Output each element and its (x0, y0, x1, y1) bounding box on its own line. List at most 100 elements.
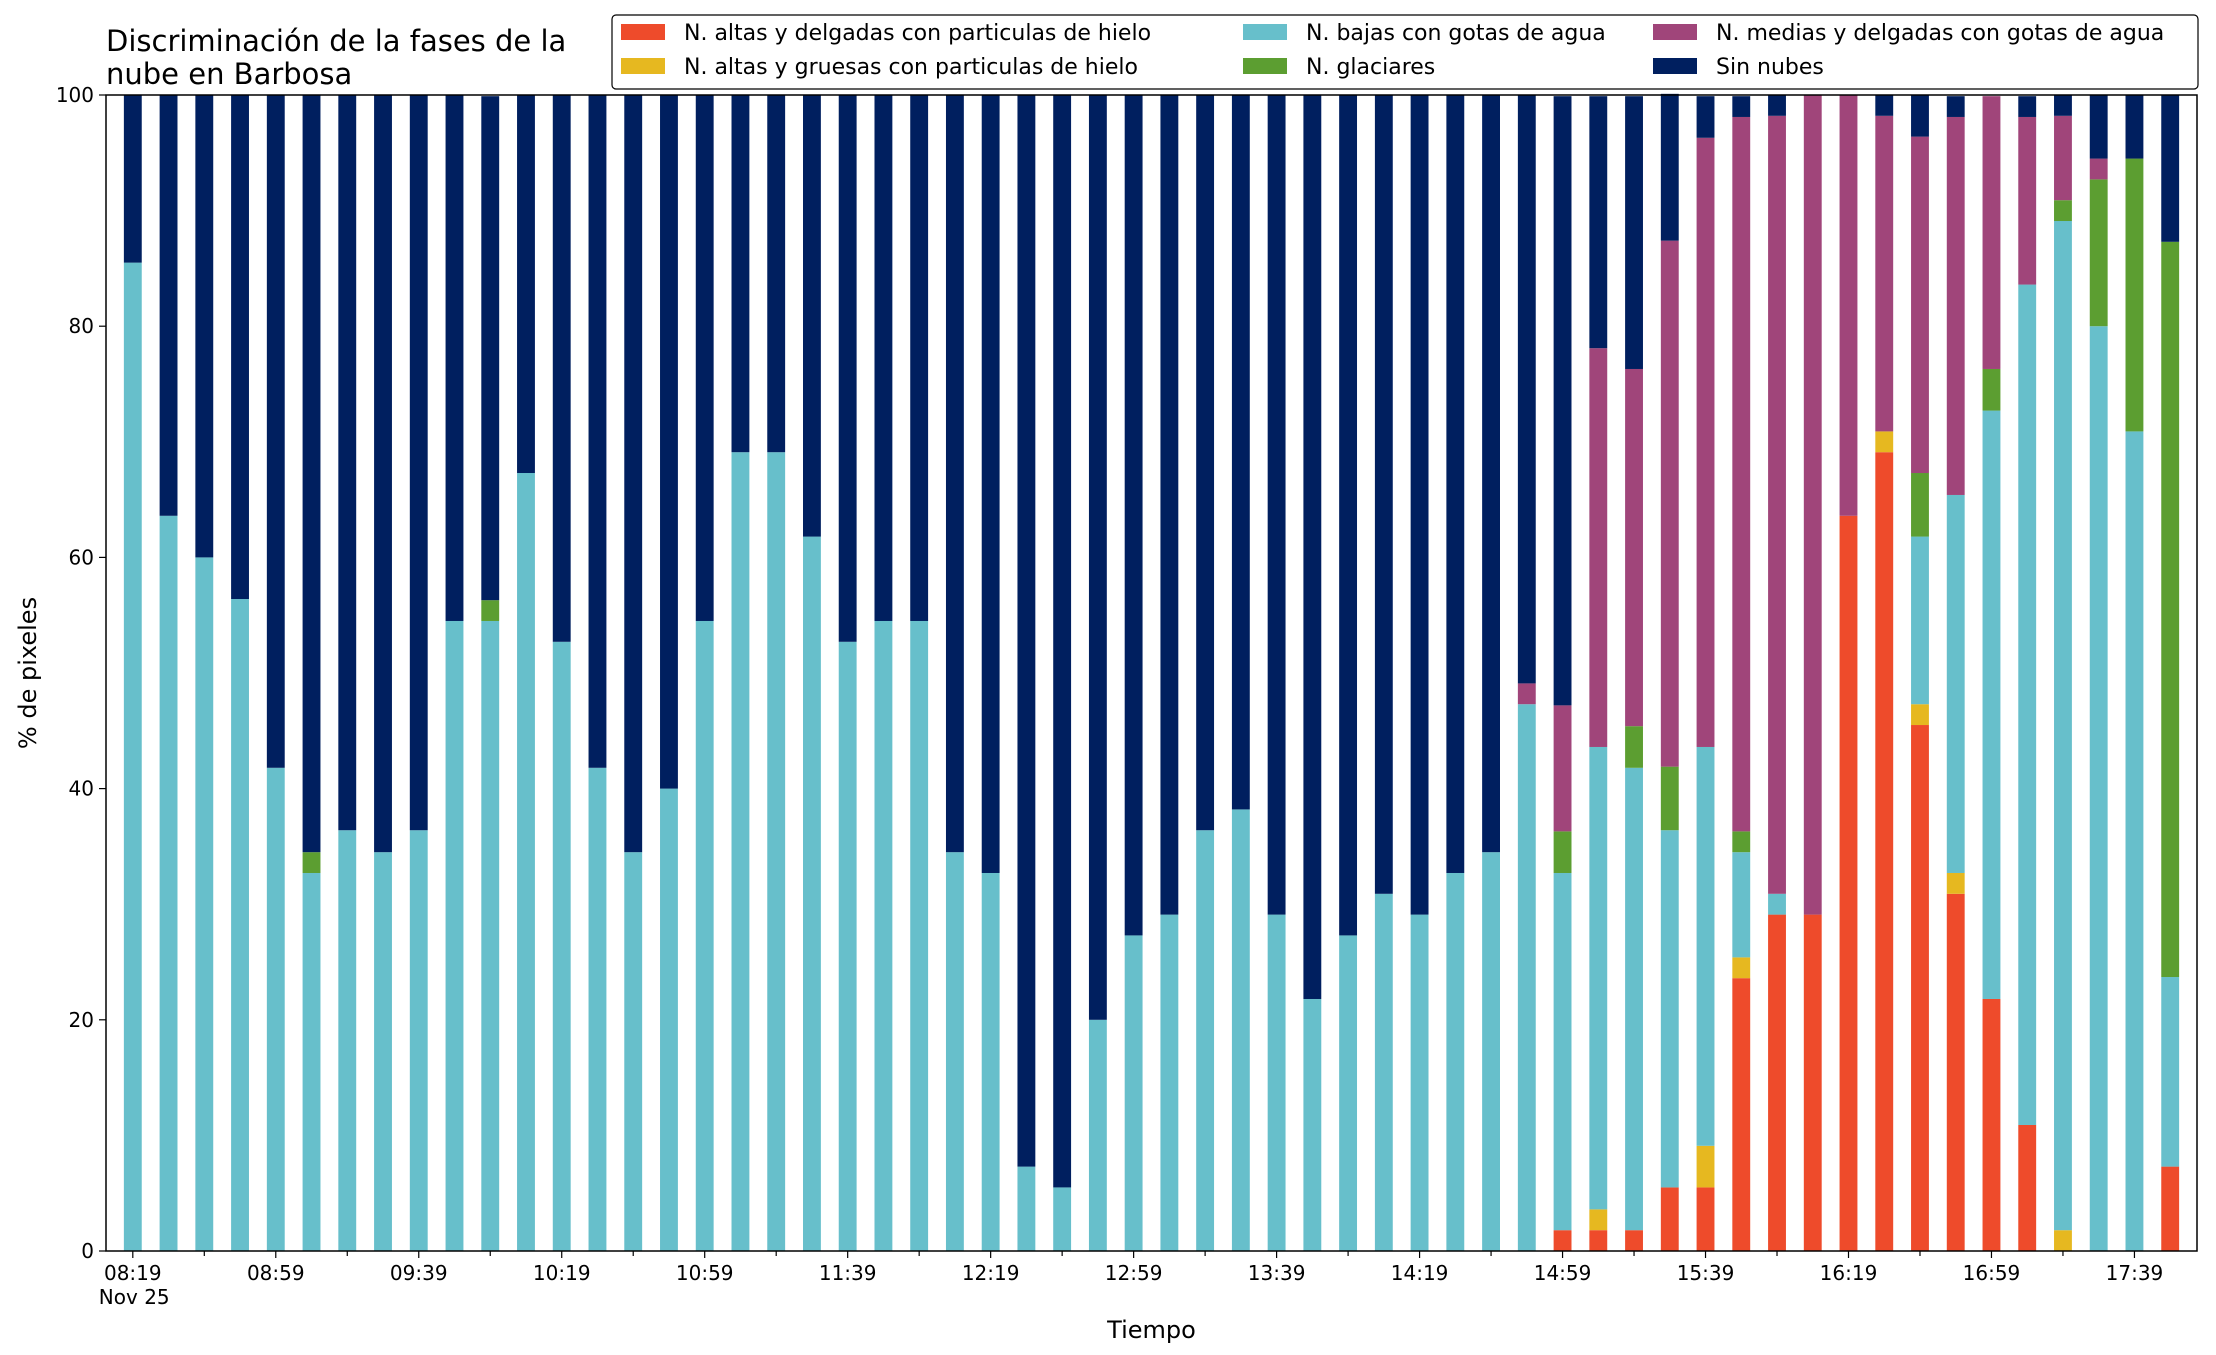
bar-segment-1559-series-5 (1768, 95, 1786, 116)
x-tick-label: 14:59 (1534, 1261, 1592, 1285)
bar-segment-1659-series-3 (1982, 368, 2001, 411)
bar-segment-1009-series-2 (517, 473, 535, 1251)
legend-swatch (1243, 24, 1287, 40)
bar-segment-1309-series-5 (1160, 95, 1179, 915)
bar-segment-1519-series-0 (1625, 1230, 1643, 1251)
bar-segment-0849-series-5 (231, 95, 249, 600)
legend-item: N. altas y delgadas con particulas de hi… (621, 21, 1151, 46)
chart-title-line-1: Discriminación de la fases de la (106, 24, 566, 58)
x-tick-label: 17:39 (2106, 1261, 2164, 1285)
bar-segment-0939-series-2 (409, 830, 428, 1251)
bar-segment-1649-series-0 (1946, 893, 1965, 1251)
legend-swatch (1653, 58, 1697, 74)
bar-segment-1659-series-4 (1982, 96, 2001, 369)
bar-segment-1019-series-5 (552, 95, 571, 642)
bar-segment-1649-series-4 (1946, 116, 1965, 495)
chart-title-line-2: nube en Barbosa (106, 57, 352, 91)
bar-segment-1319-series-2 (1196, 830, 1215, 1251)
legend-item: Sin nubes (1653, 55, 1824, 80)
bar-segment-1629-series-0 (1875, 452, 1894, 1251)
bar-segment-1319-series-5 (1196, 95, 1215, 831)
bar-segment-1639-series-0 (1911, 725, 1929, 1251)
bar-segment-0839-series-2 (195, 557, 214, 1251)
bar-segment-1309-series-2 (1160, 914, 1179, 1251)
x-tick-label: 10:19 (533, 1261, 591, 1285)
bar-segment-1549-series-3 (1732, 831, 1751, 853)
bar-segment-1229-series-2 (1017, 1166, 1036, 1251)
bar-segment-1729-series-5 (2089, 95, 2108, 159)
y-axis: 0 20 40 60 80 100 (56, 83, 106, 1263)
bar-segment-0929-series-2 (374, 852, 392, 1251)
bar-segment-1639-series-2 (1911, 536, 1929, 705)
bar-segment-1329-series-5 (1231, 95, 1250, 810)
bar-segment-0849-series-2 (231, 599, 249, 1251)
bar-segment-1709-series-0 (2018, 1125, 2037, 1251)
bar-segment-1149-series-5 (874, 95, 893, 621)
y-tick-label: 0 (81, 1239, 94, 1263)
x-tick-label: 16:59 (1963, 1261, 2021, 1285)
bar-segment-1529-series-2 (1660, 830, 1679, 1188)
bar-segment-1429-series-5 (1446, 95, 1465, 873)
bar-segment-1049-series-2 (660, 788, 678, 1251)
x-tick-label: 08:19 (104, 1261, 162, 1285)
bar-segment-1729-series-3 (2089, 179, 2108, 327)
bar-segment-1139-series-2 (838, 641, 857, 1251)
bar-segment-1559-series-0 (1768, 914, 1786, 1251)
bar-segment-1709-series-4 (2018, 116, 2037, 285)
bar-segment-0829-series-5 (159, 95, 178, 516)
bar-segment-0959-series-2 (481, 620, 500, 1251)
bar-segment-1739-series-5 (2125, 95, 2144, 159)
x-tick-label: 12:59 (1105, 1261, 1163, 1285)
bar-segment-1639-series-4 (1911, 136, 1929, 474)
bar-segment-0919-series-2 (338, 830, 357, 1251)
bar-segment-1749-series-0 (2161, 1166, 2180, 1251)
legend-swatch (1243, 58, 1287, 74)
x-tick-label: 14:19 (1391, 1261, 1449, 1285)
bar-segment-1549-series-0 (1732, 978, 1751, 1251)
bar-segment-0929-series-5 (374, 95, 392, 853)
y-tick-label: 100 (56, 83, 94, 107)
bar-segment-1639-series-3 (1911, 473, 1929, 537)
bar-segment-1349-series-2 (1303, 998, 1322, 1251)
bar-segment-1129-series-5 (803, 95, 821, 537)
bar-segment-1609-series-0 (1803, 914, 1822, 1251)
bar-segment-1339-series-2 (1267, 914, 1286, 1251)
bar-segment-1509-series-1 (1589, 1209, 1608, 1231)
bar-segment-1649-series-5 (1946, 96, 1965, 117)
bar-segment-1659-series-2 (1982, 410, 2001, 999)
bar-segment-1209-series-5 (945, 95, 964, 853)
x-tick-label: 15:39 (1677, 1261, 1735, 1285)
legend-item: N. medias y delgadas con gotas de agua (1653, 21, 2164, 46)
legend-label: N. medias y delgadas con gotas de agua (1716, 21, 2164, 46)
bar-segment-1609-series-4 (1803, 95, 1822, 915)
bar-segment-1639-series-5 (1911, 95, 1929, 137)
bar-segment-1229-series-5 (1017, 95, 1036, 1167)
bar-segment-1009-series-5 (517, 95, 535, 474)
bar-segment-0829-series-2 (159, 515, 178, 1251)
bar-segment-0919-series-5 (338, 95, 357, 831)
bar-segment-1519-series-5 (1625, 96, 1643, 369)
y-tick-label: 80 (69, 314, 94, 338)
bar-segment-1109-series-2 (731, 452, 750, 1251)
bar-segment-1529-series-5 (1660, 93, 1679, 241)
bar-segment-1109-series-5 (731, 95, 750, 453)
bar-segment-1159-series-5 (910, 95, 929, 621)
bar-segment-1719-series-3 (2054, 200, 2072, 222)
bar-segment-1509-series-0 (1589, 1230, 1608, 1251)
bar-segment-1339-series-5 (1267, 95, 1286, 915)
legend-swatch (621, 58, 665, 74)
bar-segment-1459-series-0 (1553, 1230, 1572, 1251)
bar-segment-1529-series-3 (1660, 766, 1679, 831)
x-date-label: Nov 25 (99, 1285, 170, 1309)
bar-segment-1539-series-1 (1696, 1145, 1715, 1188)
bar-segment-0909-series-3 (302, 852, 321, 873)
bar-segment-1129-series-2 (803, 536, 821, 1251)
bar-segment-1519-series-2 (1625, 767, 1643, 1231)
bar-segment-1049-series-5 (660, 95, 678, 789)
bar-segment-1029-series-5 (588, 95, 607, 768)
bar-segment-1559-series-2 (1768, 893, 1786, 915)
bar-segment-1349-series-5 (1303, 95, 1322, 999)
bar-segment-1249-series-2 (1088, 1019, 1107, 1251)
y-axis-title: % de pixeles (14, 597, 42, 749)
